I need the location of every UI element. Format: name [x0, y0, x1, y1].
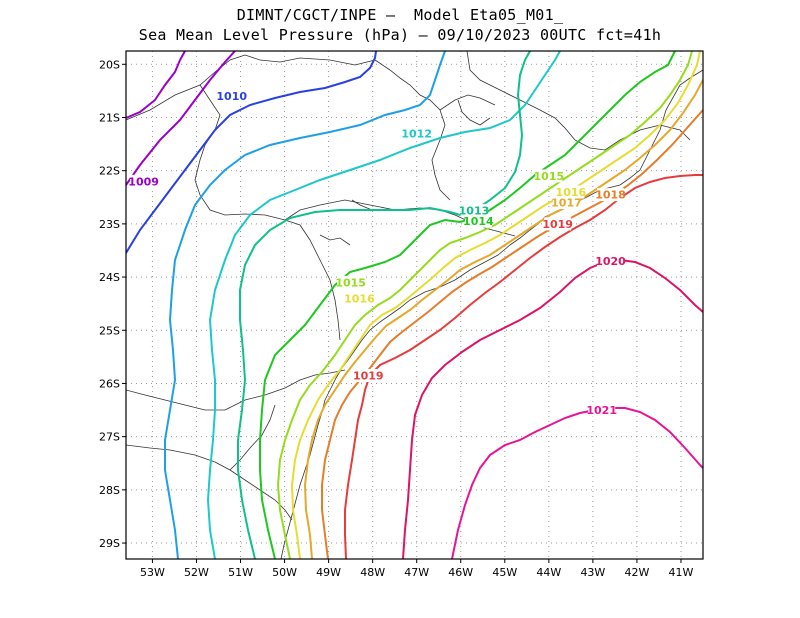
isobar-1021 [451, 407, 703, 559]
isobar-1015 [276, 51, 693, 559]
isobar-label-bg [552, 196, 580, 210]
state-border [229, 404, 276, 471]
x-tick-label: 47W [404, 566, 429, 579]
x-tick-label: 48W [360, 566, 385, 579]
map-title-line2: Sea Mean Level Pressure (hPa) – 09/10/20… [138, 26, 662, 44]
x-tick-label: 45W [492, 566, 517, 579]
y-tick-label: 24S [99, 271, 120, 284]
isobar-1016 [290, 51, 701, 559]
y-tick-label: 21S [99, 111, 120, 124]
x-tick-label: 43W [580, 566, 605, 579]
isobar-label-bg [130, 174, 158, 188]
isobar-1020 [402, 258, 703, 559]
map-gridlines [126, 51, 703, 559]
y-tick-label: 22S [99, 165, 120, 178]
isobar-label-1012: 1012 [401, 127, 432, 140]
isobar-label-bg [354, 368, 382, 382]
isobar-label-bg [337, 275, 365, 289]
x-tick-label: 51W [228, 566, 253, 579]
isobar-label-bg [544, 217, 572, 231]
isobar-label-1016: 1016 [344, 292, 375, 305]
state-border [126, 54, 246, 121]
isobar-1009 [126, 51, 236, 186]
plot-frame [125, 50, 704, 560]
x-tick-label: 52W [184, 566, 209, 579]
x-tick-label: 42W [624, 566, 649, 579]
state-border [319, 234, 351, 246]
isobar-label-1014: 1014 [463, 215, 494, 228]
isobar-label-bg [597, 254, 625, 268]
coastline [280, 69, 703, 559]
x-tick-label: 53W [140, 566, 165, 579]
isobar-1017 [303, 79, 703, 559]
state-border [351, 199, 373, 211]
isobar-label-1019: 1019 [353, 369, 384, 382]
isobar-label-bg [460, 204, 488, 218]
y-tick-label: 25S [99, 324, 120, 337]
isobar-1012 [206, 51, 561, 559]
isobar-label-bg [535, 169, 563, 183]
isobars [126, 51, 703, 559]
isobar-label-1013: 1013 [459, 205, 490, 218]
isobar-labels: 1009101010121013101410151016101510161017… [128, 89, 626, 417]
isobar-1019 [344, 174, 703, 559]
state-border [439, 94, 496, 111]
y-tick-label: 28S [99, 484, 120, 497]
x-tick-label: 44W [536, 566, 561, 579]
isobar-label-bg [403, 126, 431, 140]
isobar-label-1010: 1010 [216, 90, 247, 103]
y-tick-label: 27S [99, 431, 120, 444]
isobar-1009 [126, 51, 186, 119]
isobar-label-bg [588, 403, 616, 417]
x-tick-label: 41W [669, 566, 694, 579]
isobar-label-bg [218, 89, 246, 103]
isobar-label-1018: 1018 [595, 189, 626, 202]
isobar-1013 [237, 51, 531, 559]
x-tick-label: 49W [316, 566, 341, 579]
x-tick-label: 50W [272, 566, 297, 579]
isobar-label-1015: 1015 [534, 170, 565, 183]
longitude-ticks: 53W 52W 51W 50W 49W 48W 47W 46W 45W 44W 43W 42W 41W [140, 559, 694, 579]
isobar-label-bg [597, 188, 625, 202]
state-border [244, 54, 376, 66]
x-tick-label: 46W [448, 566, 473, 579]
state-border [457, 99, 491, 126]
isobar-label-1016: 1016 [556, 186, 587, 199]
isobar-label-bg [464, 214, 492, 228]
isobar-1011 [164, 51, 446, 559]
state-border [126, 369, 346, 411]
latitude-ticks: 20S 21S 22S 23S 24S 25S 26S 27S 28S 29S [99, 58, 126, 550]
y-tick-label: 29S [99, 537, 120, 550]
isobar-1014 [259, 51, 676, 559]
y-tick-label: 23S [99, 218, 120, 231]
isobar-label-1021: 1021 [586, 404, 617, 417]
isobar-label-1017: 1017 [551, 197, 582, 210]
y-tick-label: 20S [99, 58, 120, 71]
isobar-label-bg [557, 185, 585, 199]
state-border [466, 51, 576, 141]
isobar-label-1019: 1019 [542, 218, 573, 231]
isobar-label-bg [345, 291, 373, 305]
y-tick-label: 26S [99, 377, 120, 390]
isobar-1010 [126, 51, 377, 254]
isobar-label-1009: 1009 [128, 175, 159, 188]
map-title-line1: DIMNT/CGCT/INPE – Model Eta05_M01_ [236, 6, 564, 24]
isobar-label-1015: 1015 [335, 276, 366, 289]
isobar-label-1020: 1020 [595, 255, 626, 268]
